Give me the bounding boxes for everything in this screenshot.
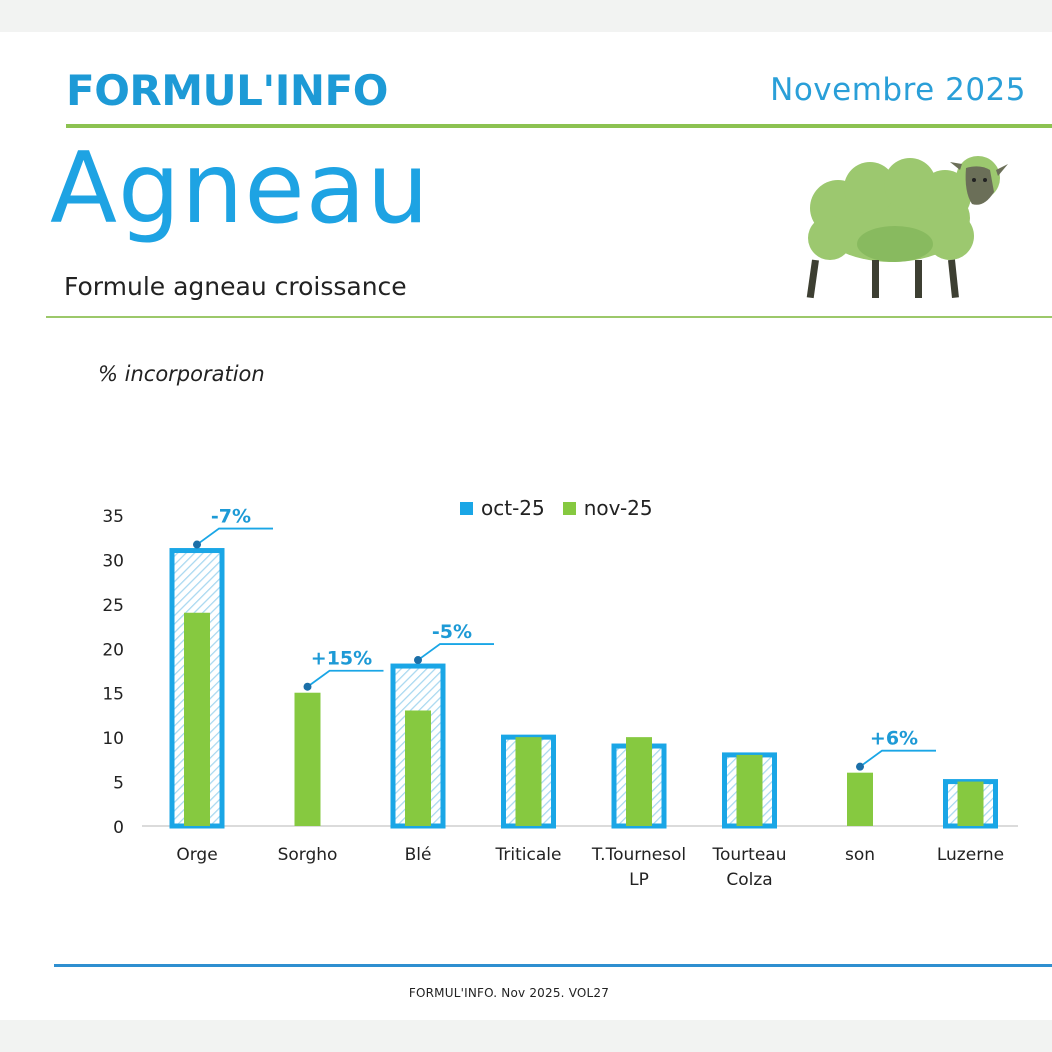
y-tick-label: 20 [102,640,124,660]
annotation-leader [196,527,273,546]
bar-nov-25 [405,710,431,826]
legend-label-nov: nov-25 [583,496,653,520]
bar-nov-25 [736,754,763,826]
x-tick-label: Blé [405,845,432,865]
legend-label-oct: oct-25 [481,496,545,520]
annotation-label: +6% [870,728,918,750]
x-tick-label: T.Tournesol [591,845,686,865]
annotation-dot [414,656,422,665]
chart-legend: oct-25 nov-25 [460,496,653,520]
x-tick-label: LP [629,870,649,890]
annotation-leader [417,643,494,661]
x-tick-label: son [845,845,875,865]
sheep-icon [806,156,1008,299]
bar-nov-25 [957,781,984,826]
legend-swatch-oct [460,501,473,515]
top-divider [66,124,1052,128]
issue-date: Novembre 2025 [770,72,1026,108]
y-tick-label: 10 [102,729,124,749]
x-tick-label: Luzerne [937,845,1004,865]
y-tick-label: 35 [102,507,124,527]
bar-nov-25 [626,737,652,826]
chart-ylabel: % incorporation [98,362,265,386]
y-tick-label: 5 [113,774,124,794]
bar-nov-25 [515,737,542,826]
annotation-label: -5% [432,621,472,643]
y-tick-label: 25 [102,596,124,616]
brand-logo: FORMUL'INFO [66,66,388,115]
x-tick-label: Orge [176,845,217,865]
footer-divider [54,964,1052,967]
bar-nov-25 [294,692,321,826]
footer-text: FORMUL'INFO. Nov 2025. VOL27 [408,986,610,1000]
y-tick-label: 30 [102,551,124,571]
y-tick-label: 0 [113,818,124,838]
x-tick-label: Tourteau [712,845,787,865]
bar-nov-25 [847,772,873,826]
x-tick-label: Sorgho [278,845,338,865]
bar-nov-25 [184,612,210,826]
page-subtitle: Formule agneau croissance [64,272,407,301]
annotation-dot [856,762,864,771]
annotation-leader [859,749,936,768]
annotation-leader [306,669,384,688]
x-tick-label: Triticale [495,845,562,865]
annotation-label: +15% [311,648,372,670]
annotation-dot [193,540,201,549]
annotation-dot [303,682,312,691]
page-title: Agneau [50,132,430,246]
annotation-label: -7% [211,506,251,528]
x-tick-label: Colza [726,870,772,890]
y-tick-label: 15 [102,685,124,705]
section-divider [46,316,1052,318]
legend-swatch-nov [562,501,576,515]
